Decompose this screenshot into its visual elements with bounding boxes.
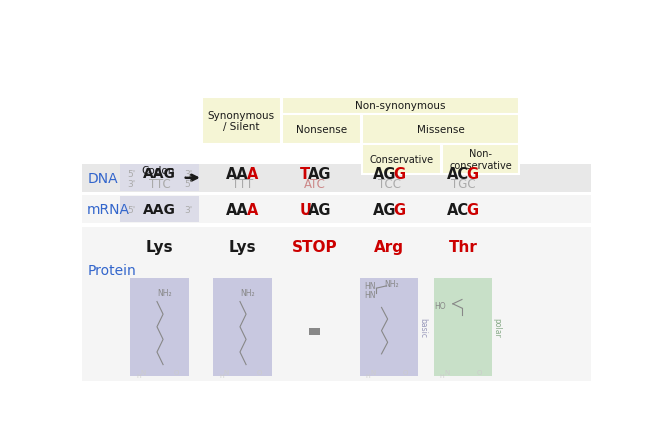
Text: 5': 5' bbox=[127, 169, 135, 178]
Text: U: U bbox=[299, 202, 311, 217]
Bar bbox=[120, 165, 199, 192]
Text: A: A bbox=[246, 166, 258, 181]
Text: AG: AG bbox=[373, 166, 396, 181]
Text: Non-
conservative: Non- conservative bbox=[449, 149, 512, 171]
Text: AG: AG bbox=[373, 202, 396, 217]
Text: ATC: ATC bbox=[304, 178, 326, 191]
Bar bbox=[362, 145, 441, 175]
Text: TGC: TGC bbox=[451, 178, 475, 191]
Bar bbox=[283, 114, 361, 145]
Bar bbox=[283, 97, 519, 114]
Text: 3': 3' bbox=[184, 169, 193, 178]
Bar bbox=[362, 114, 519, 145]
Text: AA: AA bbox=[226, 166, 249, 181]
Bar bbox=[214, 278, 272, 376]
Text: AAG: AAG bbox=[143, 167, 176, 181]
Text: O: O bbox=[477, 369, 482, 375]
Text: Nonsense: Nonsense bbox=[296, 125, 348, 135]
Text: AA: AA bbox=[226, 202, 249, 217]
Text: H: H bbox=[136, 373, 141, 378]
Bar bbox=[442, 145, 519, 175]
Text: 5': 5' bbox=[127, 205, 135, 214]
Text: NH₂: NH₂ bbox=[157, 289, 172, 298]
Text: G: G bbox=[393, 166, 405, 181]
Text: N: N bbox=[444, 369, 449, 375]
Text: Lys: Lys bbox=[146, 240, 173, 255]
Text: TCC: TCC bbox=[378, 178, 401, 191]
Text: G: G bbox=[466, 166, 479, 181]
Bar bbox=[130, 278, 189, 376]
Text: AAG: AAG bbox=[143, 203, 176, 217]
Text: mRNA: mRNA bbox=[87, 203, 130, 217]
Bar bbox=[82, 196, 591, 223]
Text: H: H bbox=[366, 373, 371, 378]
Text: NH₂: NH₂ bbox=[384, 280, 399, 289]
Text: A: A bbox=[246, 202, 258, 217]
Text: HN: HN bbox=[364, 282, 376, 291]
Text: STOP: STOP bbox=[292, 240, 338, 255]
Text: G: G bbox=[466, 202, 479, 217]
Text: TTT: TTT bbox=[232, 178, 253, 191]
Text: HO: HO bbox=[434, 301, 446, 310]
Text: polar: polar bbox=[492, 317, 501, 337]
Text: H: H bbox=[440, 373, 444, 378]
Text: T: T bbox=[300, 166, 310, 181]
Text: AC: AC bbox=[447, 202, 469, 217]
Text: N: N bbox=[223, 369, 229, 375]
Text: DNA: DNA bbox=[87, 171, 118, 185]
Text: Missense: Missense bbox=[417, 125, 464, 135]
Text: O: O bbox=[403, 369, 408, 375]
Text: Non-synonymous: Non-synonymous bbox=[355, 101, 446, 111]
Bar bbox=[82, 227, 591, 381]
Text: H: H bbox=[219, 373, 224, 378]
Text: HN: HN bbox=[364, 291, 376, 300]
Text: 3': 3' bbox=[127, 180, 135, 189]
Text: O: O bbox=[256, 369, 261, 375]
Text: Synonymous
/ Silent: Synonymous / Silent bbox=[208, 111, 275, 132]
Text: NH₂: NH₂ bbox=[240, 289, 255, 298]
Text: 3': 3' bbox=[184, 205, 193, 214]
Bar bbox=[120, 197, 199, 222]
Text: TTC: TTC bbox=[148, 178, 170, 191]
Bar bbox=[360, 278, 419, 376]
Bar bbox=[309, 328, 321, 335]
Text: Lys: Lys bbox=[229, 240, 256, 255]
Bar bbox=[434, 278, 492, 376]
Text: 5': 5' bbox=[184, 180, 193, 189]
Text: N: N bbox=[141, 369, 146, 375]
Text: basic: basic bbox=[418, 317, 427, 337]
Text: AC: AC bbox=[447, 166, 469, 181]
Text: Protein: Protein bbox=[87, 263, 136, 277]
Text: G: G bbox=[393, 202, 405, 217]
Text: Codon: Codon bbox=[142, 165, 175, 175]
Text: Thr: Thr bbox=[449, 240, 478, 255]
Bar bbox=[202, 97, 281, 145]
Text: N: N bbox=[370, 369, 375, 375]
Bar bbox=[82, 164, 591, 192]
Text: Conservative: Conservative bbox=[370, 155, 434, 165]
Text: AG: AG bbox=[308, 202, 331, 217]
Text: O: O bbox=[173, 369, 179, 375]
Text: AG: AG bbox=[308, 166, 331, 181]
Text: Arg: Arg bbox=[374, 240, 404, 255]
